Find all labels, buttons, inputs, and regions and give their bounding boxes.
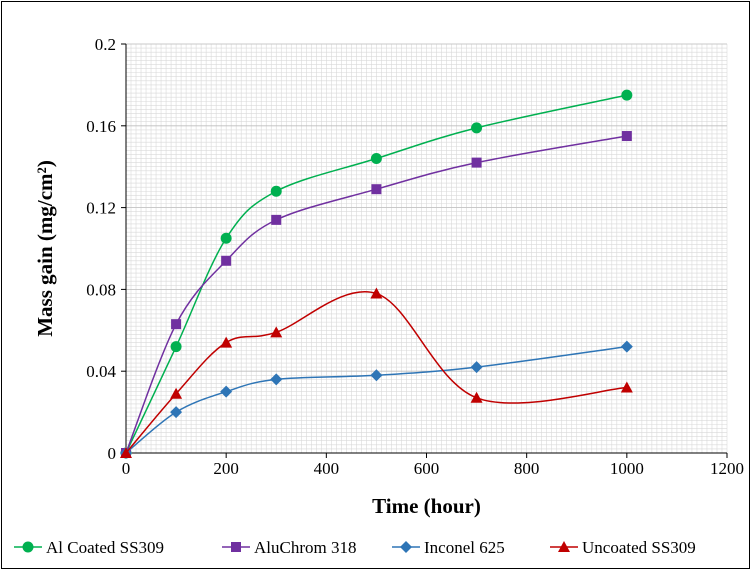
data-point: [270, 373, 283, 386]
legend-label: Inconel 625: [424, 538, 505, 557]
legend-marker: [400, 541, 412, 553]
y-tick-label: 0.08: [86, 280, 116, 299]
data-point: [620, 340, 633, 353]
grid: [125, 43, 728, 454]
data-point: [170, 406, 183, 419]
legend-entry-0: Al Coated SS309: [14, 538, 164, 557]
tick-labels: 0 200 400 600 800 1000 1200 0 0.04 0.08 0.12 0.16 0.…: [86, 35, 744, 478]
legend-marker: [558, 541, 570, 552]
data-point: [220, 336, 233, 348]
x-tick-label: 600: [414, 459, 440, 478]
data-point: [220, 232, 232, 244]
series: [120, 89, 633, 459]
data-point: [620, 381, 633, 393]
legend-marker: [22, 541, 34, 553]
legend-label: Uncoated SS309: [582, 538, 696, 557]
x-tick-label: 200: [213, 459, 239, 478]
data-point: [171, 319, 182, 330]
x-tick-label: 0: [122, 459, 131, 478]
data-point: [621, 131, 632, 142]
x-tick-label: 400: [314, 459, 340, 478]
legend-entry-3: Uncoated SS309: [550, 538, 696, 557]
data-point: [471, 157, 482, 168]
data-point: [120, 447, 132, 458]
y-axis-title: Mass gain (mg/cm²): [33, 160, 57, 337]
data-point: [371, 184, 382, 195]
x-tick-label: 1000: [610, 459, 644, 478]
data-point: [370, 153, 382, 165]
y-tick-label: 0: [108, 444, 117, 463]
series-3: [120, 287, 633, 458]
data-point: [271, 214, 282, 225]
legend: Al Coated SS309 AluChrom 318 Inconel 625 Un…: [14, 538, 696, 557]
legend-label: AluChrom 318: [254, 538, 356, 557]
data-point: [221, 255, 232, 266]
series-2: [120, 340, 633, 459]
legend-marker: [231, 542, 241, 552]
data-point: [270, 185, 282, 197]
data-point: [170, 387, 183, 399]
data-point: [370, 287, 383, 299]
series-line: [125, 291, 627, 454]
data-point: [470, 391, 483, 403]
data-point: [170, 341, 182, 353]
y-tick-label: 0.04: [86, 362, 116, 381]
x-axis-title: Time (hour): [372, 494, 481, 518]
legend-entry-2: Inconel 625: [392, 538, 505, 557]
data-point: [470, 361, 483, 374]
legend-label: Al Coated SS309: [46, 538, 164, 557]
data-point: [270, 326, 283, 338]
data-point: [220, 385, 233, 398]
data-point: [471, 122, 483, 134]
y-tick-label: 0.2: [95, 35, 116, 54]
data-point: [370, 369, 383, 382]
y-tick-label: 0.12: [86, 199, 116, 218]
y-tick-label: 0.16: [86, 117, 116, 136]
x-tick-label: 1200: [710, 459, 744, 478]
x-tick-label: 800: [514, 459, 540, 478]
axes: [121, 43, 728, 458]
data-point: [621, 89, 633, 101]
legend-entry-1: AluChrom 318: [222, 538, 356, 557]
